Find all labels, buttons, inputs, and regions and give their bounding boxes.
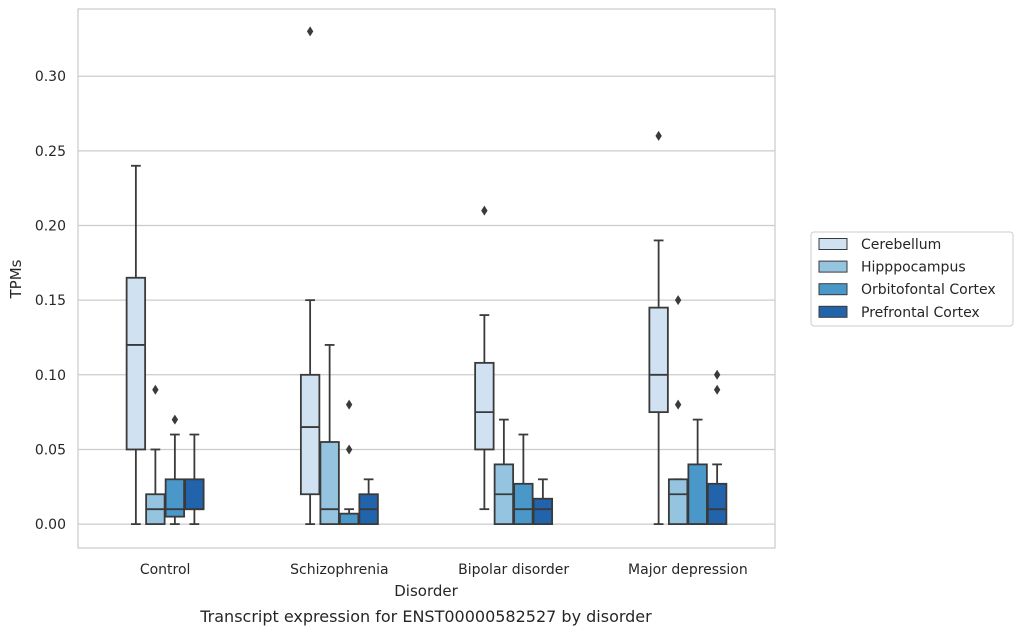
box-1-0 bbox=[299, 26, 321, 526]
box-1-1 bbox=[319, 344, 340, 526]
box-2-0 bbox=[474, 205, 495, 511]
outlier-point bbox=[306, 26, 314, 37]
iqr-box bbox=[513, 482, 534, 526]
y-tick-label: 0.10 bbox=[35, 368, 66, 384]
iqr-box bbox=[474, 361, 495, 451]
y-tick-label: 0.30 bbox=[35, 69, 66, 85]
outlier-point bbox=[345, 399, 353, 410]
legend-swatch bbox=[818, 238, 848, 250]
outlier-point bbox=[674, 295, 682, 306]
legend-swatch bbox=[818, 283, 848, 296]
outlier-point bbox=[152, 384, 159, 395]
outlier-point bbox=[713, 369, 721, 380]
legend-swatch bbox=[818, 260, 848, 273]
legend-label: Prefrontal Cortex bbox=[861, 305, 980, 321]
outlier-point bbox=[171, 414, 179, 425]
box-3-1 bbox=[667, 295, 689, 526]
box-3-2 bbox=[687, 418, 708, 526]
y-tick-label: 0.20 bbox=[35, 218, 66, 234]
outlier-point bbox=[481, 205, 488, 216]
box-3-0 bbox=[648, 130, 669, 526]
box-0-0 bbox=[125, 164, 147, 526]
iqr-box bbox=[125, 276, 147, 451]
iqr-box bbox=[648, 306, 669, 414]
outlier-point bbox=[713, 384, 721, 395]
box-1-2 bbox=[338, 399, 360, 526]
legend-frame bbox=[810, 231, 1014, 327]
y-tick-label: 0.15 bbox=[35, 293, 66, 309]
x-tick-label: Bipolar disorder bbox=[458, 562, 569, 578]
iqr-box bbox=[319, 441, 340, 526]
iqr-box bbox=[164, 478, 186, 518]
x-tick-label: Schizophrenia bbox=[290, 562, 388, 578]
iqr-box bbox=[338, 512, 360, 526]
box-0-1 bbox=[145, 384, 166, 526]
x-axis: Control Schizophrenia Bipolar disorder Majo… bbox=[140, 562, 748, 578]
iqr-box bbox=[299, 373, 321, 496]
outlier-point bbox=[655, 130, 662, 141]
legend: Cerebellum Hipppocampus Orbitofontal Corte… bbox=[810, 231, 1014, 327]
legend-swatch bbox=[818, 305, 848, 318]
grid-lines bbox=[78, 75, 775, 525]
box-2-1 bbox=[493, 418, 515, 526]
box-2-3 bbox=[532, 478, 554, 526]
box-2-2 bbox=[513, 433, 534, 526]
legend-label: Hipppocampus bbox=[861, 260, 966, 276]
legend-label: Orbitofontal Cortex bbox=[861, 282, 996, 298]
legend-label: Cerebellum bbox=[861, 237, 941, 253]
chart-caption: Transcript expression for ENST0000058252… bbox=[199, 607, 652, 626]
x-axis-label: Disorder bbox=[394, 582, 458, 600]
box-3-3 bbox=[706, 369, 728, 526]
y-axis: 0.00 0.05 0.10 0.15 0.20 0.25 0.30 bbox=[35, 69, 66, 533]
x-tick-label: Major depression bbox=[628, 562, 748, 578]
outlier-point bbox=[674, 399, 682, 410]
iqr-box bbox=[184, 478, 205, 511]
y-axis-label: TPMs bbox=[7, 259, 25, 299]
box-0-2 bbox=[164, 414, 186, 526]
box-1-3 bbox=[358, 478, 379, 526]
iqr-box bbox=[532, 497, 554, 526]
y-tick-label: 0.00 bbox=[35, 517, 66, 533]
box-plots bbox=[125, 26, 728, 526]
box-0-3 bbox=[184, 433, 205, 526]
iqr-box bbox=[687, 463, 708, 526]
iqr-box bbox=[706, 482, 728, 526]
plot-frame bbox=[77, 8, 776, 549]
iqr-box bbox=[667, 478, 689, 526]
y-tick-label: 0.25 bbox=[35, 144, 66, 160]
outlier-point bbox=[345, 444, 353, 455]
y-tick-label: 0.05 bbox=[35, 442, 66, 458]
x-tick-label: Control bbox=[140, 562, 191, 578]
